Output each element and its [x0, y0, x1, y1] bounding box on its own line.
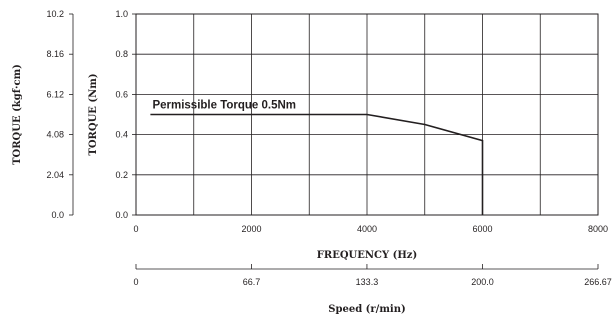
x-tick-label: 4000	[357, 224, 377, 234]
y-tick-label: 0.4	[115, 130, 128, 140]
x-tick-label: 6000	[472, 224, 492, 234]
primary-y-axis-title: TORQUE (Nm)	[88, 73, 99, 155]
speed-tick-label: 0	[133, 277, 138, 287]
speed-tick-label: 133.3	[356, 277, 379, 287]
secondary-y-tick-label: 0.0	[51, 210, 64, 220]
y-tick-label: 0.2	[115, 170, 128, 180]
secondary-y-tick-label: 4.08	[46, 130, 64, 140]
speed-axis: 0 66.7 133.3 200.0 266.67	[133, 264, 612, 287]
secondary-y-axis-title: TORQUE (kgf·cm)	[12, 64, 23, 165]
speed-tick-label: 66.7	[243, 277, 261, 287]
permissible-torque-annotation: Permissible Torque 0.5Nm	[152, 100, 296, 112]
y-tick-label: 1.0	[115, 9, 128, 19]
speed-tick-label: 200.0	[471, 277, 494, 287]
series-group	[150, 113, 484, 215]
secondary-y-tick-label: 6.12	[46, 89, 64, 99]
secondary-y-tick-label: 10.2	[46, 9, 64, 19]
y-tick-label: 0.0	[115, 210, 128, 220]
speed-tick-label: 266.67	[584, 277, 612, 287]
secondary-y-axis: 0.0 2.04 4.08 6.12 8.16 10.2	[46, 9, 74, 220]
primary-x-axis: 0 2000 4000 6000 8000	[133, 224, 608, 234]
secondary-y-tick-label: 2.04	[46, 170, 64, 180]
plot-frame	[135, 13, 599, 216]
torque-curve	[150, 113, 484, 215]
x-tick-label: 0	[133, 224, 138, 234]
x-tick-label: 2000	[241, 224, 261, 234]
y-tick-label: 0.6	[115, 89, 128, 99]
speed-axis-title: Speed (r/min)	[328, 304, 405, 315]
y-tick-label: 0.8	[115, 49, 128, 59]
x-tick-label: 8000	[588, 224, 608, 234]
primary-y-axis: 0.0 0.2 0.4 0.6 0.8 1.0	[115, 9, 136, 220]
x-axis-title: FREQUENCY (Hz)	[317, 250, 417, 261]
secondary-y-tick-label: 8.16	[46, 49, 64, 59]
